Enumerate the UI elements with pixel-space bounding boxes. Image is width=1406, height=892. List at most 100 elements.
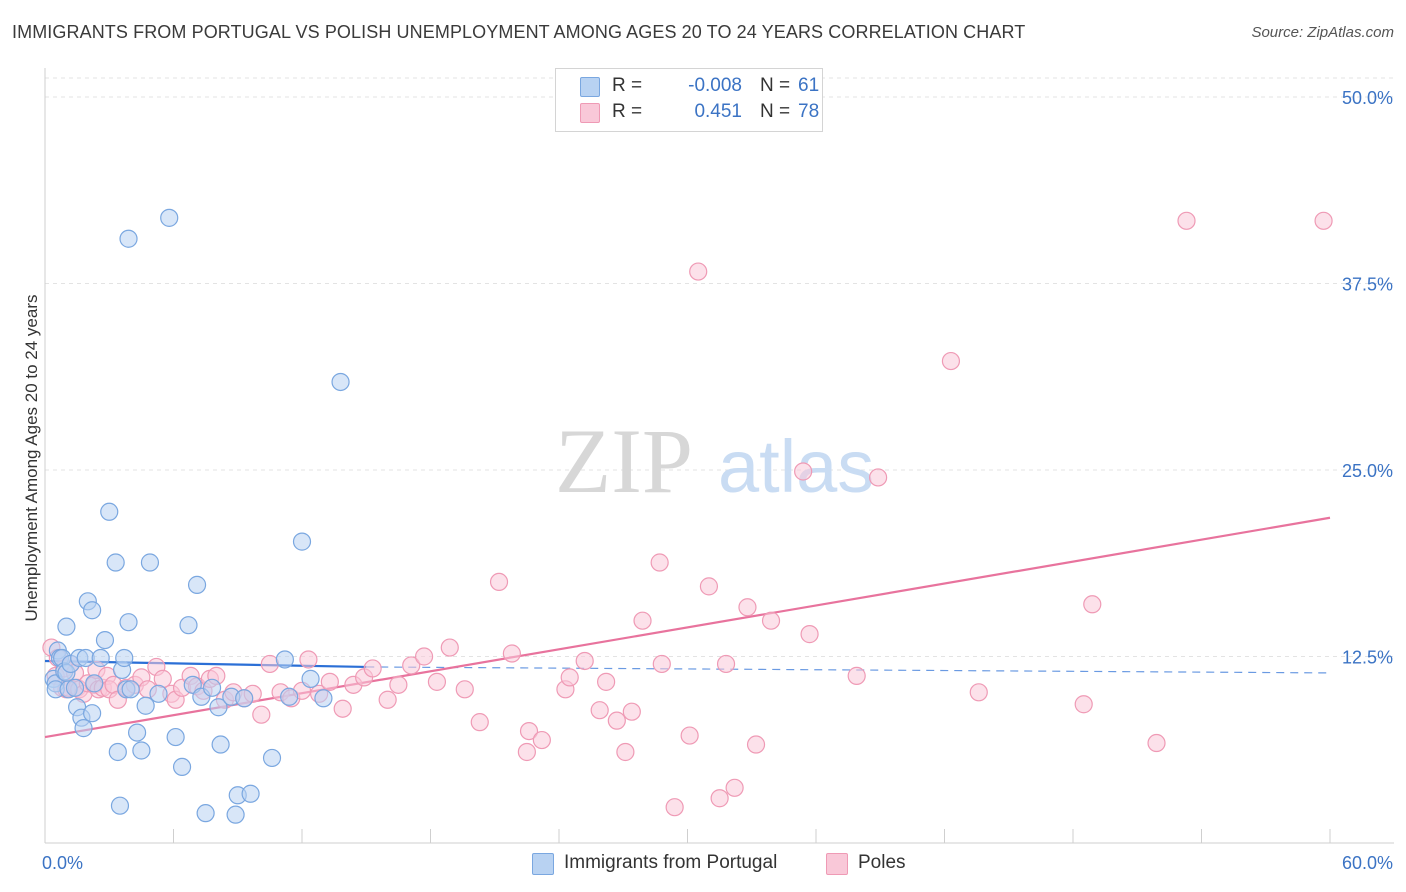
y-tick-label: 50.0%	[1342, 88, 1393, 108]
point-poles	[575, 651, 594, 671]
point-poles	[800, 625, 819, 644]
point-portugal	[83, 704, 102, 723]
point-portugal	[292, 532, 312, 551]
point-poles	[680, 726, 699, 745]
point-portugal	[280, 687, 299, 706]
point-poles	[716, 654, 736, 674]
point-poles	[590, 701, 609, 720]
point-poles	[633, 611, 652, 630]
axes	[44, 68, 1394, 844]
point-portugal	[57, 617, 76, 636]
point-poles	[665, 798, 684, 817]
tick-labels: 12.5% 25.0% 37.5% 50.0% 0.0% 60.0%	[42, 88, 1393, 873]
point-portugal	[121, 680, 140, 699]
point-poles	[746, 735, 766, 754]
point-poles	[532, 730, 551, 750]
point-portugal	[140, 553, 160, 572]
point-poles	[333, 699, 352, 718]
data-points	[42, 208, 1333, 824]
watermark: ZIP atlas	[555, 410, 874, 512]
legend-r-label: R =	[612, 75, 643, 96]
point-poles	[1074, 695, 1093, 714]
point-portugal	[226, 805, 245, 824]
point-poles	[941, 351, 961, 371]
point-poles	[440, 638, 459, 657]
y-tick-label: 25.0%	[1342, 461, 1393, 481]
point-poles	[761, 611, 781, 630]
point-poles	[427, 672, 447, 691]
point-poles	[738, 598, 757, 617]
point-poles	[1147, 733, 1166, 753]
point-poles	[414, 647, 434, 666]
legend-r-value: 0.451	[694, 101, 742, 122]
point-poles	[1083, 595, 1102, 614]
point-poles	[320, 672, 339, 691]
grid-lines	[45, 77, 1394, 657]
legend-r-value: -0.008	[688, 75, 742, 96]
point-portugal	[132, 741, 151, 760]
legend-r-label: R =	[612, 101, 643, 122]
point-poles	[847, 666, 866, 685]
point-poles	[378, 690, 397, 709]
legend-swatch-blue	[580, 77, 600, 97]
point-portugal	[119, 229, 138, 248]
point-portugal	[211, 735, 230, 754]
bottom-legend-swatch-blue	[532, 853, 554, 875]
bottom-legend-label: Immigrants from Portugal	[564, 852, 778, 873]
point-poles	[252, 705, 271, 724]
point-portugal	[196, 804, 215, 823]
point-poles	[652, 654, 671, 674]
point-poles	[699, 577, 719, 596]
point-portugal	[100, 502, 119, 521]
point-poles	[363, 659, 382, 678]
point-poles	[650, 553, 669, 572]
point-portugal	[136, 696, 155, 715]
point-poles	[502, 644, 521, 663]
point-portugal	[275, 650, 294, 669]
point-poles	[689, 262, 708, 281]
point-portugal	[110, 796, 130, 815]
point-portugal	[74, 719, 93, 738]
legend-swatch-pink	[580, 103, 600, 123]
point-poles	[455, 680, 474, 699]
point-poles	[616, 742, 635, 762]
chart-title: IMMIGRANTS FROM PORTUGAL VS POLISH UNEMP…	[12, 22, 1026, 42]
point-poles	[725, 778, 744, 797]
legend-n-value: 78	[798, 101, 820, 122]
trend-line-poles	[44, 516, 1331, 739]
x-tick-label: 60.0%	[1342, 853, 1393, 873]
point-poles	[470, 713, 489, 732]
point-portugal	[108, 742, 127, 762]
point-poles	[710, 789, 729, 808]
y-tick-label: 37.5%	[1342, 275, 1393, 295]
point-poles	[402, 656, 421, 675]
point-portugal	[166, 727, 185, 747]
legend: R = -0.008 N = 61 R = 0.451 N = 78	[555, 68, 823, 132]
point-portugal	[106, 553, 125, 572]
legend-n-label: N =	[760, 101, 791, 122]
point-poles	[1177, 211, 1196, 230]
point-poles	[794, 462, 813, 481]
point-poles	[517, 742, 536, 762]
point-portugal	[95, 630, 115, 650]
point-poles	[153, 669, 172, 688]
point-portugal	[83, 601, 102, 620]
bottom-legend-label: Poles	[858, 852, 906, 873]
point-portugal	[85, 674, 104, 693]
y-axis-label: Unemployment Among Ages 20 to 24 years	[22, 295, 41, 622]
point-poles	[299, 650, 318, 669]
x-tick-label: 0.0%	[42, 853, 83, 873]
point-portugal	[172, 757, 192, 777]
point-portugal	[160, 208, 179, 227]
point-poles	[389, 675, 408, 694]
point-portugal	[235, 689, 254, 708]
point-portugal	[91, 648, 110, 668]
point-portugal	[314, 689, 333, 708]
point-poles	[489, 572, 509, 592]
point-portugal	[179, 616, 198, 635]
point-poles	[869, 468, 888, 487]
point-poles	[597, 672, 616, 691]
trend-line-portugal-extension	[366, 666, 1331, 674]
point-portugal	[127, 723, 147, 742]
